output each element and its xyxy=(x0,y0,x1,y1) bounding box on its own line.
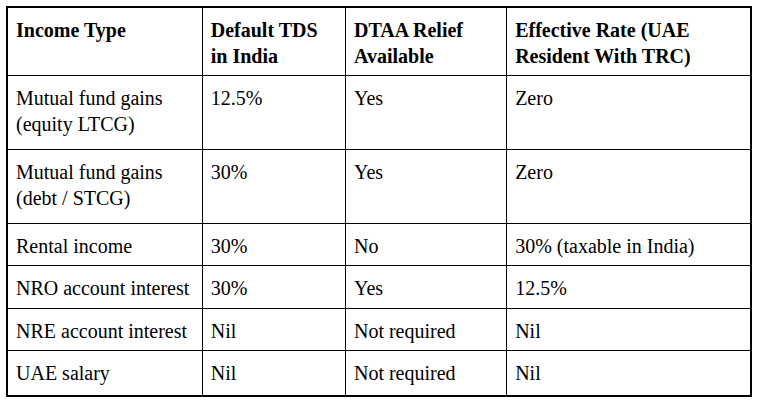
cell-default-tds: 12.5% xyxy=(202,76,345,150)
cell-effective-rate: Zero xyxy=(507,76,751,150)
cell-income-type: Mutual fund gains (debt / STCG) xyxy=(7,150,202,224)
cell-dtaa-relief: No xyxy=(345,224,506,266)
cell-dtaa-relief: Not required xyxy=(345,351,506,396)
cell-default-tds: 30% xyxy=(202,224,345,266)
cell-effective-rate: 30% (taxable in India) xyxy=(507,224,751,266)
document-canvas: Income Type Default TDS in India DTAA Re… xyxy=(6,6,752,397)
column-header-income-type: Income Type xyxy=(7,7,202,76)
cell-effective-rate: 12.5% xyxy=(507,266,751,309)
cell-effective-rate: Zero xyxy=(507,150,751,224)
cell-dtaa-relief: Yes xyxy=(345,76,506,150)
column-header-default-tds: Default TDS in India xyxy=(202,7,345,76)
table-row: UAE salary Nil Not required Nil xyxy=(7,351,751,396)
table-row: NRE account interest Nil Not required Ni… xyxy=(7,309,751,351)
cell-income-type: NRE account interest xyxy=(7,309,202,351)
table-row: Mutual fund gains (debt / STCG) 30% Yes … xyxy=(7,150,751,224)
cell-dtaa-relief: Yes xyxy=(345,150,506,224)
table-row: NRO account interest 30% Yes 12.5% xyxy=(7,266,751,309)
cell-default-tds: 30% xyxy=(202,266,345,309)
cell-dtaa-relief: Not required xyxy=(345,309,506,351)
cell-income-type: Mutual fund gains (equity LTCG) xyxy=(7,76,202,150)
cell-default-tds: Nil xyxy=(202,351,345,396)
cell-dtaa-relief: Yes xyxy=(345,266,506,309)
table-row: Mutual fund gains (equity LTCG) 12.5% Ye… xyxy=(7,76,751,150)
cell-default-tds: Nil xyxy=(202,309,345,351)
tds-dtaa-rates-table: Income Type Default TDS in India DTAA Re… xyxy=(6,6,752,397)
cell-income-type: UAE salary xyxy=(7,351,202,396)
header-row: Income Type Default TDS in India DTAA Re… xyxy=(7,7,751,76)
cell-effective-rate: Nil xyxy=(507,351,751,396)
table-row: Rental income 30% No 30% (taxable in Ind… xyxy=(7,224,751,266)
cell-effective-rate: Nil xyxy=(507,309,751,351)
column-header-effective-rate: Effective Rate (UAE Resident With TRC) xyxy=(507,7,751,76)
column-header-dtaa-relief: DTAA Relief Available xyxy=(345,7,506,76)
cell-income-type: Rental income xyxy=(7,224,202,266)
cell-default-tds: 30% xyxy=(202,150,345,224)
cell-income-type: NRO account interest xyxy=(7,266,202,309)
